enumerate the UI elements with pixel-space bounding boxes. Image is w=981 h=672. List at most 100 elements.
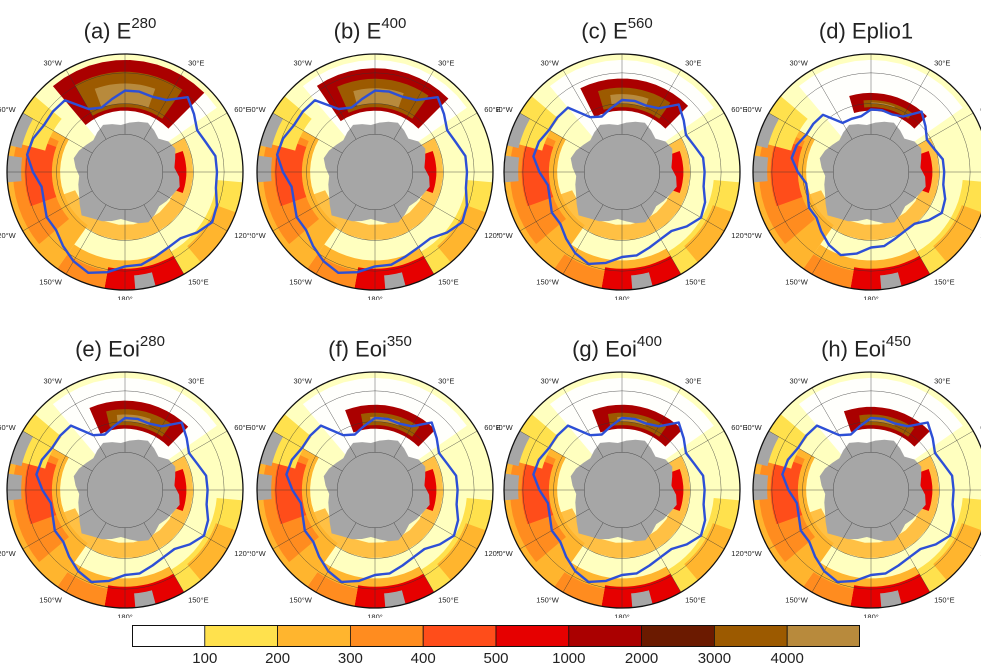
meridian-line — [654, 190, 725, 232]
colorbar-segment — [568, 624, 642, 648]
panel-title: (f) Eoi350 — [250, 318, 490, 370]
colorbar-tick-label: 500 — [483, 650, 509, 667]
meridian-line — [640, 69, 682, 140]
longitude-label: 180° — [367, 294, 383, 300]
co2-level: 280 — [139, 333, 165, 350]
south-america-land — [504, 472, 520, 501]
meridian-line — [903, 430, 974, 472]
meridian-line — [768, 112, 839, 154]
longitude-label: 60°W — [250, 423, 267, 432]
panel-label: (a) — [83, 18, 111, 44]
mixing-region — [802, 572, 854, 608]
meridian-line — [272, 508, 343, 550]
panel-label: (d) — [818, 18, 846, 44]
south-america-land — [257, 472, 273, 501]
sea-ice-edge — [532, 98, 707, 266]
map-panel: (d) Eplio10°30°E60°E90°120°E150°E180°150… — [746, 0, 981, 310]
experiment-name: E — [366, 18, 382, 44]
panel-title: (e) Eoi280 — [0, 318, 240, 370]
co2-level: 400 — [636, 333, 662, 350]
polar-map: 0°30°E60°E90°120°E150°E180°150°W120°W90°… — [0, 371, 250, 618]
co2-level: 280 — [131, 15, 157, 32]
colorbar-segment — [786, 624, 861, 648]
longitude-label: 180° — [117, 294, 133, 300]
map-panel: (g) Eoi4000°30°E60°E90°120°E150°E180°150… — [497, 318, 747, 628]
sea-ice-edge — [35, 416, 210, 584]
sea-ice-edge — [285, 416, 460, 584]
mixing-region — [601, 573, 681, 608]
longitude-label: 150°W — [289, 595, 313, 604]
mixing-region — [802, 254, 854, 290]
meridian-line — [903, 190, 974, 232]
longitude-label: 120°W — [250, 231, 267, 240]
mixing-region — [187, 523, 236, 581]
experiment-name: E — [613, 18, 628, 44]
meridian-line — [143, 69, 185, 140]
experiment-name: Eoi — [355, 336, 387, 362]
colorbar-tick-label: 2000 — [624, 650, 659, 667]
mixing-region — [56, 572, 108, 608]
mixing-region — [104, 255, 184, 290]
longitude-label: 120°W — [497, 549, 514, 558]
meridian-line — [562, 204, 604, 275]
sea-ice-edge — [781, 416, 956, 584]
polar-map: 0°30°E60°E90°120°E150°E180°150°W120°W90°… — [0, 53, 250, 300]
sea-ice-edge — [790, 108, 947, 257]
panel-title: (c) E560 — [497, 0, 737, 52]
colorbar-tick-label: 300 — [337, 650, 363, 667]
longitude-label: 30°E — [188, 59, 204, 68]
longitude-label: 60°W — [250, 105, 267, 114]
longitude-label: 60°W — [0, 105, 17, 114]
co2-level: 400 — [381, 15, 407, 32]
longitude-label: 120°W — [746, 549, 763, 558]
meridian-line — [640, 387, 682, 458]
meridian-line — [393, 204, 435, 275]
panel-label: (b) — [333, 18, 361, 44]
longitude-label: 120°E — [731, 549, 747, 558]
experiment-name: Eplio1 — [851, 18, 914, 44]
meridian-line — [272, 190, 343, 232]
map-panel: (a) E2800°30°E60°E90°120°E150°E180°150°W… — [0, 0, 250, 310]
meridian-line — [889, 387, 931, 458]
longitude-label: 150°W — [39, 595, 63, 604]
meridian-line — [562, 387, 604, 458]
meridian-line — [22, 508, 93, 550]
longitude-label: 150°E — [188, 595, 209, 604]
longitude-label: 30°W — [43, 59, 62, 68]
longitude-label: 60°W — [746, 423, 763, 432]
meridian-line — [65, 522, 107, 593]
polar-map: 0°30°E60°E90°120°E150°E180°150°W120°W90°… — [250, 53, 500, 300]
meridian-line — [562, 69, 604, 140]
meridian-line — [519, 190, 590, 232]
sea-ice-edge — [25, 89, 219, 274]
longitude-label: 120°W — [746, 231, 763, 240]
meridian-line — [903, 112, 974, 154]
meridian-line — [393, 387, 435, 458]
polar-map: 0°30°E60°E90°120°E150°E180°150°W120°W90°… — [746, 53, 981, 300]
longitude-label: 150°E — [685, 595, 706, 604]
mixing-region — [354, 255, 434, 290]
meridian-line — [315, 387, 357, 458]
longitude-label: 180° — [614, 294, 630, 300]
polar-map: 0°30°E60°E90°120°E150°E180°150°W120°W90°… — [497, 371, 747, 618]
meridian-line — [157, 508, 228, 550]
longitude-label: 150°E — [934, 595, 955, 604]
longitude-label: 150°W — [785, 595, 809, 604]
longitude-label: 60°E — [731, 423, 747, 432]
meridian-line — [889, 204, 931, 275]
shelf-ring — [60, 137, 194, 240]
longitude-label: 120°E — [731, 231, 747, 240]
meridian-line — [654, 508, 725, 550]
longitude-label: 180° — [863, 612, 879, 618]
colorbar-segment — [495, 624, 570, 648]
shelf-ring — [310, 455, 444, 558]
longitude-label: 60°E — [484, 105, 500, 114]
meridian-line — [65, 387, 107, 458]
longitude-label: 150°W — [785, 277, 809, 286]
meridian-line — [768, 508, 839, 550]
meridian-line — [811, 387, 853, 458]
longitude-label: 180° — [863, 294, 879, 300]
longitude-label: 120°W — [0, 549, 17, 558]
map-panel: (c) E5600°30°E60°E90°120°E150°E180°150°W… — [497, 0, 747, 310]
